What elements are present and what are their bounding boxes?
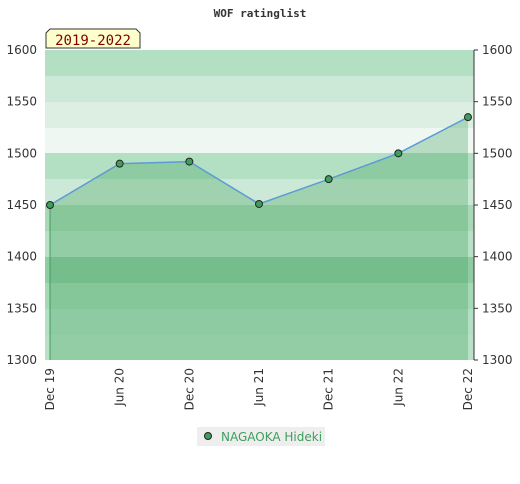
- y-tick-label-right: 1350: [482, 301, 513, 315]
- marker: [394, 149, 403, 158]
- marker: [115, 159, 124, 168]
- y-tick-label: 1300: [6, 353, 37, 367]
- marker: [464, 113, 472, 122]
- y-tick-label: 1350: [6, 301, 37, 315]
- legend: [197, 427, 325, 446]
- x-tick-label: Jun 20: [113, 368, 127, 407]
- legend-label: NAGAOKA Hideki: [221, 430, 322, 444]
- x-tick-label: Dec 22: [461, 368, 475, 410]
- marker: [324, 175, 333, 184]
- y-tick-label: 1500: [6, 146, 37, 160]
- area: [50, 117, 468, 361]
- marker: [185, 157, 194, 166]
- y-tick-label-right: 1450: [482, 198, 513, 212]
- x-tick-label: Jun 22: [391, 368, 405, 407]
- y-tick-label-right: 1550: [482, 95, 513, 109]
- y-tick-label: 1600: [6, 43, 37, 57]
- x-tick-label: Dec 20: [182, 368, 196, 410]
- badge: [45, 28, 141, 49]
- y-tick-label: 1450: [6, 198, 37, 212]
- badge-text: 2019-2022: [55, 33, 131, 49]
- x-tick-label: Dec 19: [43, 368, 57, 410]
- x-tick-label: Jun 21: [252, 368, 266, 407]
- y-tick-label-right: 1300: [482, 353, 513, 367]
- marker: [255, 199, 263, 208]
- legend-marker: [204, 432, 212, 440]
- marker: [46, 201, 54, 209]
- x-tick-label: Dec 21: [322, 368, 336, 410]
- chart-title: WOF ratinglist: [214, 7, 307, 20]
- y-tick-label-right: 1400: [482, 250, 513, 264]
- y-tick-label: 1550: [6, 95, 37, 109]
- y-tick-label: 1400: [6, 250, 37, 264]
- y-tick-label-right: 1500: [482, 146, 513, 160]
- y-tick-label-right: 1600: [482, 43, 513, 57]
